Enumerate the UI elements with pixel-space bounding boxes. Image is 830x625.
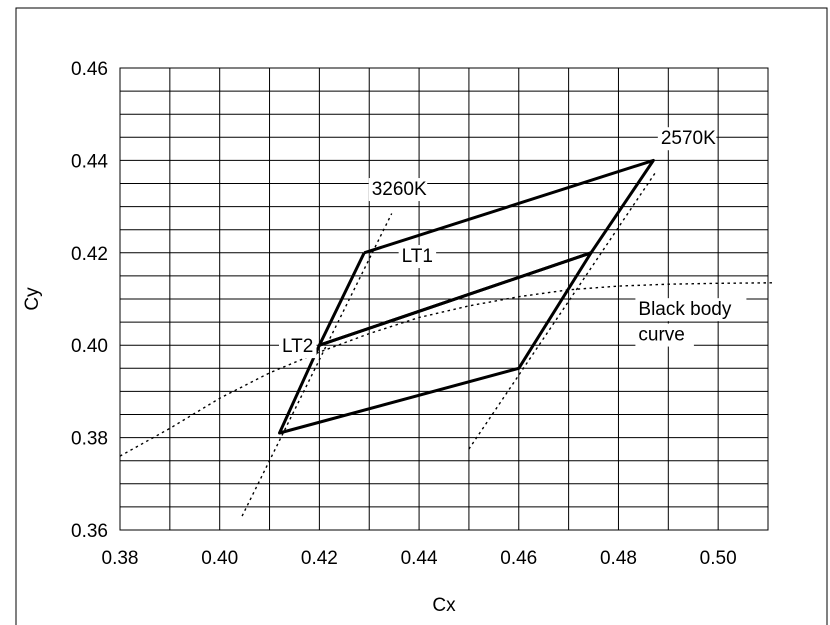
dotted-series-line [468,171,657,450]
annotation-background [635,323,694,347]
annotation-label: 3260K [372,179,427,200]
annotation-label: LT2 [282,336,313,357]
grid-lines [120,68,768,530]
tick-labels: 0.38 0.40 0.42 0.44 0.46 0.48 0.50 0.36 0.38 0.40… [71,59,737,569]
series-group [119,158,774,517]
solid-series-line [278,251,593,435]
plot-area-border [119,67,769,531]
x-tick-label: 0.42 [301,548,338,569]
annotation-background [398,245,437,269]
annotation-background [657,127,717,151]
annotation-label: LT1 [402,246,433,267]
annotation-background [635,298,747,322]
x-tick-label: 0.38 [102,548,139,569]
annotation-label: Black body [638,299,731,320]
annotation-background [279,335,317,359]
x-axis-title: Cx [432,595,456,616]
x-tick-label: 0.40 [201,548,238,569]
annotation-background [368,178,428,202]
annotation-label: 2570K [661,128,716,149]
y-tick-label: 0.36 [71,521,108,542]
y-tick-label: 0.40 [71,336,108,357]
x-tick-label: 0.46 [500,548,537,569]
dotted-series-line [119,282,774,457]
annotations: 2570K 3260K LT1 LT2 Black body curve [279,127,747,359]
y-tick-label: 0.38 [71,429,108,450]
y-axis-title: Cy [22,287,43,311]
annotation-label: curve [638,325,684,346]
dotted-series-line [241,213,393,517]
y-tick-label: 0.44 [71,151,108,172]
y-tick-label: 0.46 [71,59,108,80]
y-tick-label: 0.42 [71,244,108,265]
x-tick-label: 0.50 [700,548,737,569]
x-tick-label: 0.48 [600,548,637,569]
x-tick-label: 0.44 [401,548,438,569]
